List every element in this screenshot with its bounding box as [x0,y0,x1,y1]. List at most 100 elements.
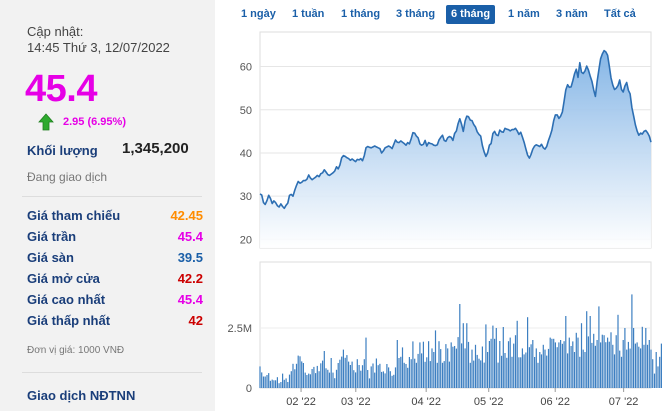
volume-bar [540,354,543,388]
volume-bar [554,342,556,388]
volume-bar [356,359,358,388]
x-tick-label: 03 '22 [341,396,371,408]
volume-bar [645,328,647,388]
volume-bar [342,349,344,388]
volume-bar [537,362,539,388]
volume-bar [567,353,569,388]
volume-bar [646,344,649,388]
volume-bar [335,369,338,388]
volume-bar [396,340,398,388]
volume-bar [424,361,426,388]
volume-bar [598,306,600,388]
volume-bar [358,365,360,388]
volume-bar [398,358,400,388]
volume-bar [655,352,657,388]
volume-bar [323,351,325,388]
volume-bar [608,341,610,388]
volume-bar [447,348,449,388]
volume-bar [638,346,640,388]
volume-bar [561,343,563,388]
volume-bar [520,357,522,388]
volume-bar [268,373,270,388]
volume-bar [297,355,299,388]
up-arrow-icon [38,113,54,131]
volume-bar [527,317,529,388]
volume-bar [259,366,261,388]
volume-bar [587,336,589,388]
volume-bar [582,349,584,388]
volume-bar [360,370,362,388]
volume-bar [316,365,318,388]
volume-bar [355,372,357,388]
volume-panel-frame [259,261,652,389]
volume-bar [415,362,417,388]
volume-bar [372,363,374,388]
stat-label: Giá cao nhất [27,292,106,307]
volume-bar [613,354,616,388]
volume-bar [551,338,553,388]
tab-6-months[interactable]: 6 tháng [446,5,496,24]
volume-bar [523,354,525,388]
volume-bar [455,348,457,388]
volume-bar [290,371,292,388]
volume-bar [549,337,551,388]
volume-bar [450,342,452,388]
tab-3-months[interactable]: 3 tháng [396,8,436,20]
volume-bar [509,337,511,388]
volume-bar [394,367,397,388]
volume-bar [379,363,381,388]
volume-bar [389,371,391,388]
volume-bar [492,325,494,388]
tab-1-year[interactable]: 1 năm [508,8,540,20]
volume-bar [516,320,518,388]
volume-bar [426,357,428,388]
stat-label: Giá trần [27,229,77,244]
volume-bar [461,343,463,388]
foreign-trading-link[interactable]: Giao dịch NĐTNN [27,388,136,403]
volume-bar [309,374,311,388]
volume-bar [579,356,581,388]
tab-1-week[interactable]: 1 tuần [292,8,325,20]
volume-bar [659,356,661,388]
tab-1-month[interactable]: 1 tháng [341,8,381,20]
volume-bar [438,341,440,388]
volume-bar [476,354,478,388]
volume-bar [318,371,320,388]
volume-bar [283,379,285,388]
volume-bar [497,362,499,388]
volume-bar [542,344,544,388]
volume-bar [382,371,384,388]
volume-bar [361,365,364,388]
volume-bar [570,346,572,388]
volume-bar [553,338,555,388]
volume-bar [568,337,570,388]
volume-bar [490,338,492,388]
price-area [260,50,651,248]
volume-bar [299,356,301,388]
volume-bar [417,353,419,388]
price-chart: 20 30 40 50 60 0 2.5M 02 '22 03 '22 04 '22 05 '2… [215,0,665,411]
volume-bar [506,357,508,388]
volume-value: 1,345,200 [122,140,189,157]
trading-status: Đang giao dịch [27,170,108,184]
price-unit-note: Đơn vị giá: 1000 VNĐ [27,345,125,356]
volume-bar [315,373,317,388]
volume-bar [351,361,353,388]
tab-all[interactable]: Tất cả [604,8,636,20]
x-tick-label: 05 '22 [474,396,504,408]
volume-bar [403,362,405,388]
volume-bar [610,332,612,388]
volume-bar [648,340,650,388]
volume-bar [480,360,482,388]
tab-3-years[interactable]: 3 năm [556,8,588,20]
tab-1-day[interactable]: 1 ngày [241,8,276,20]
volume-bar [374,372,376,388]
volume-bar [408,357,410,388]
volume-bar [440,349,442,388]
volume-bar [445,344,447,388]
stat-floor-price: Giá sàn 39.5 [27,250,203,270]
volume-bar [499,341,501,388]
volume-bar [640,348,642,388]
volume-bar [436,362,438,388]
volume-bar [322,360,324,388]
